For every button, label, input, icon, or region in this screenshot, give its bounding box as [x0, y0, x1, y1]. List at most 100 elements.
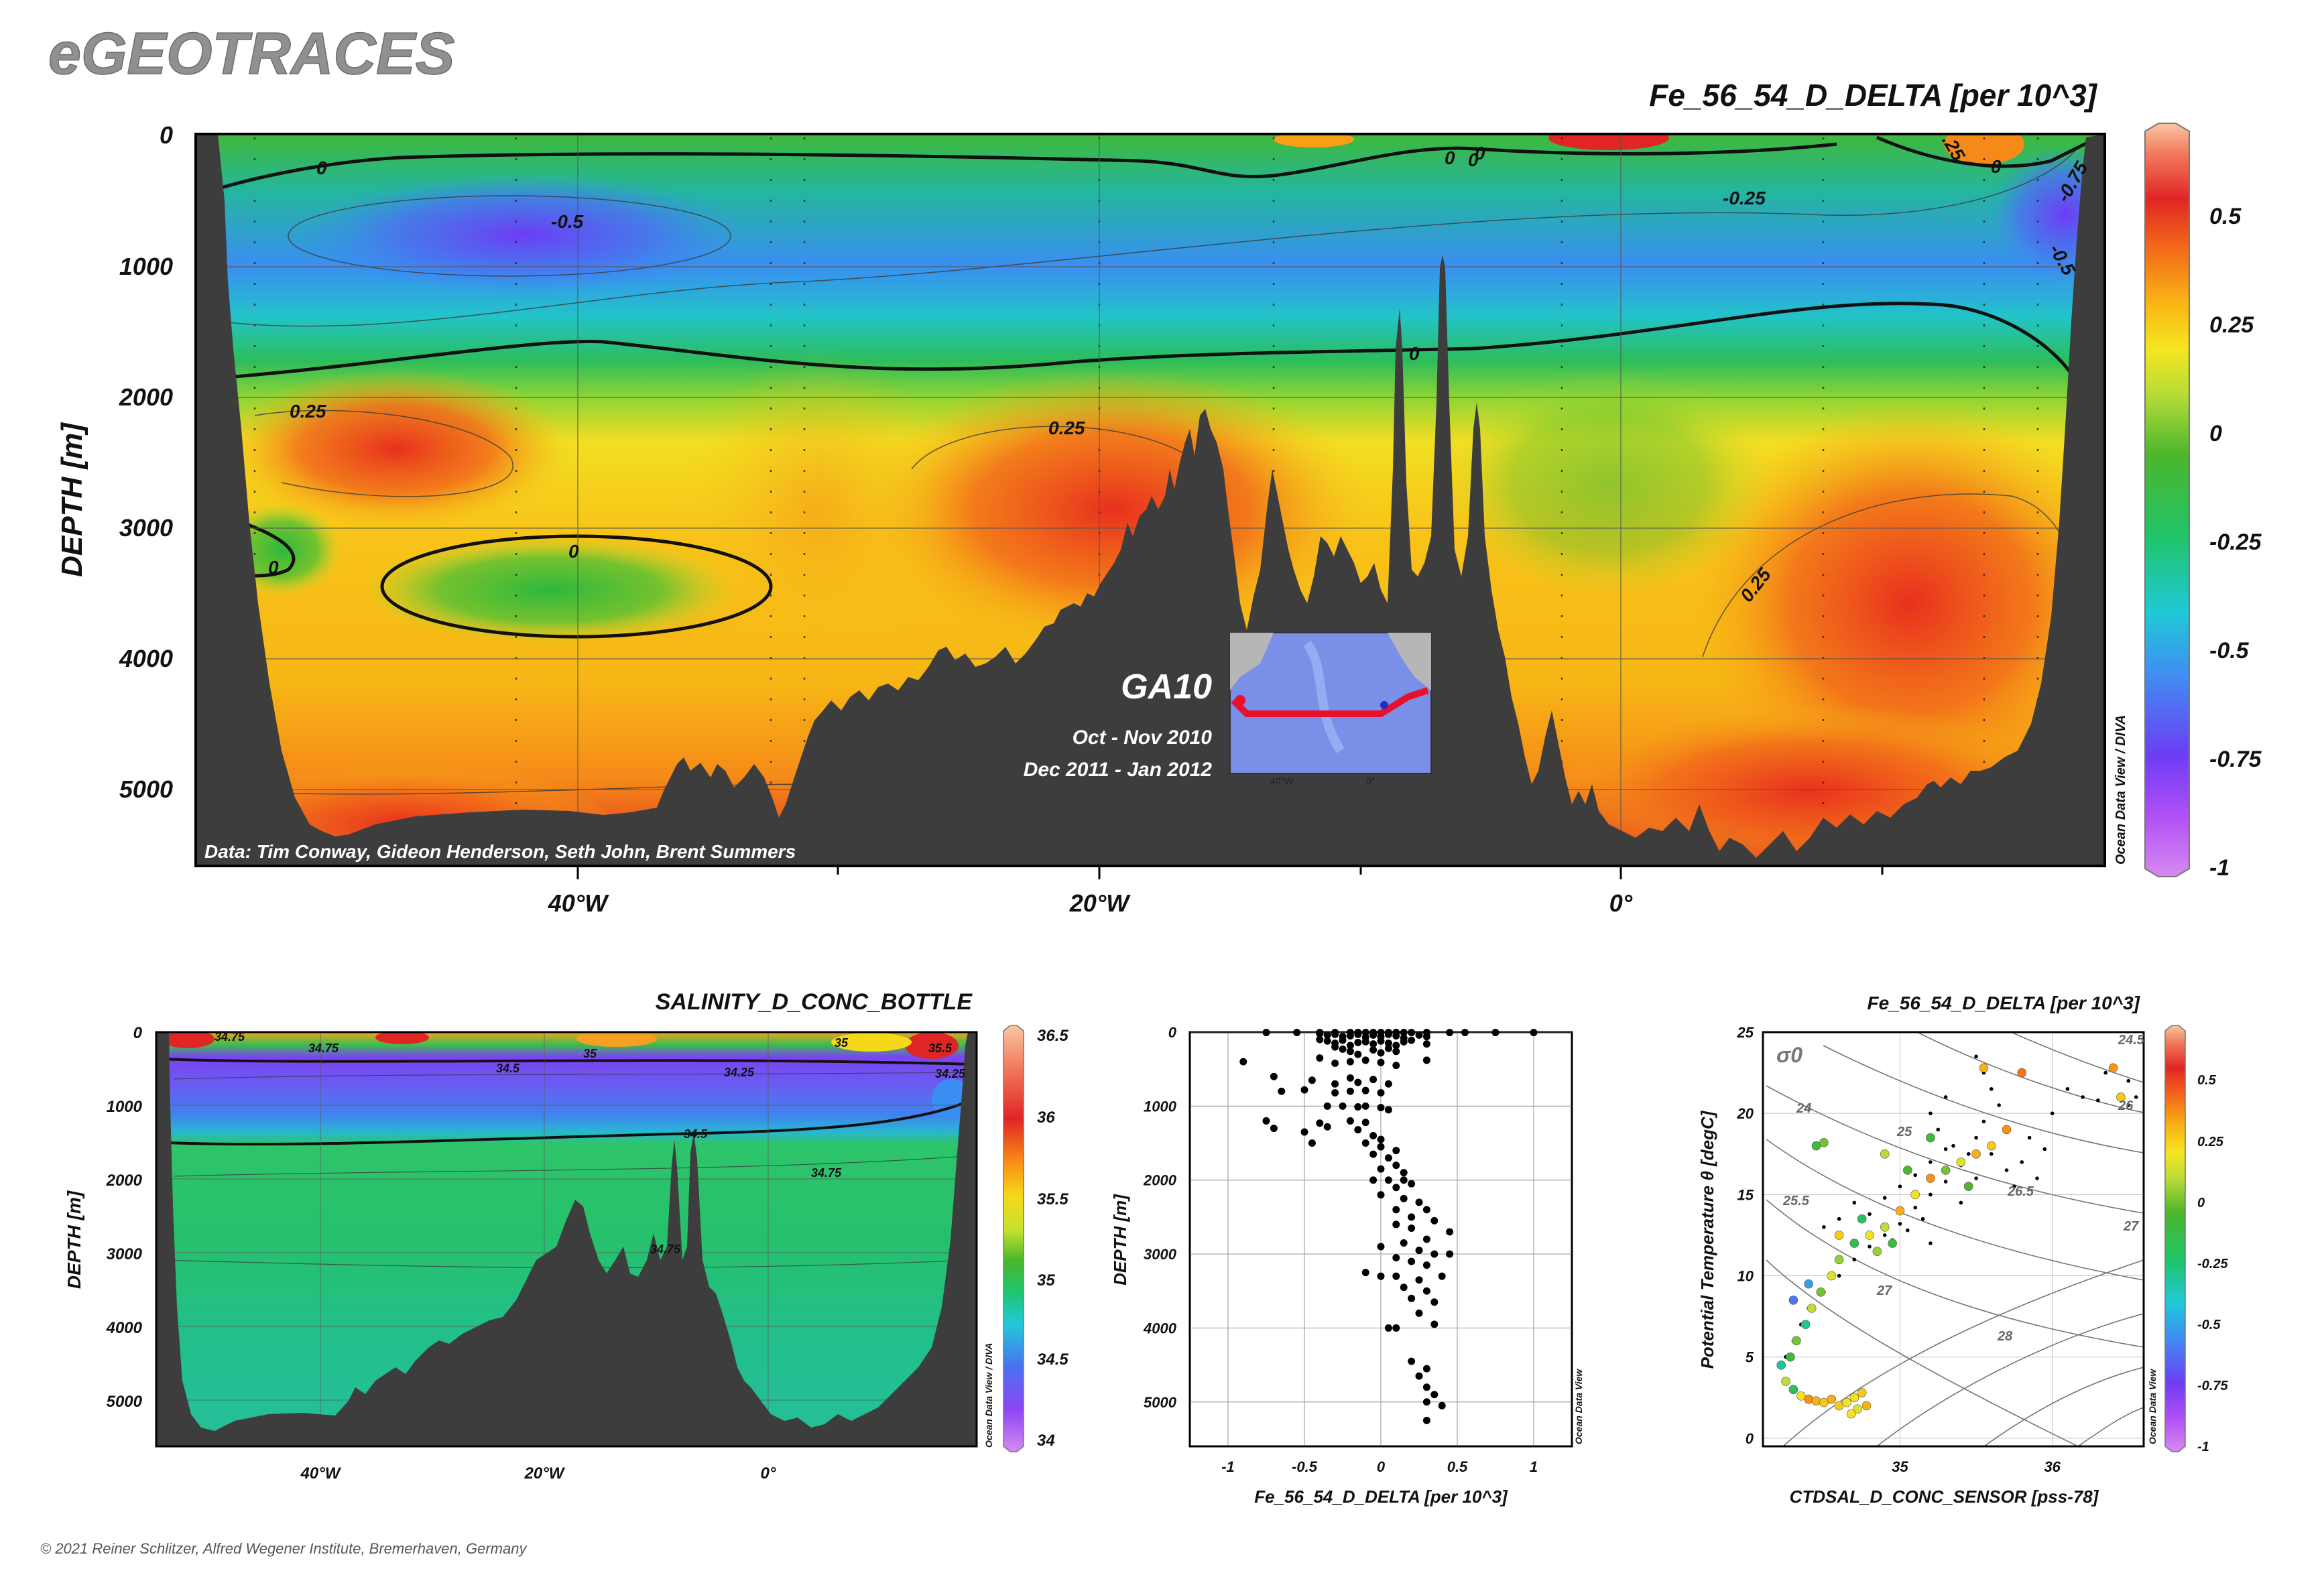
data-point — [1929, 1111, 1933, 1115]
data-point — [2103, 1070, 2107, 1075]
data-point — [1929, 1192, 1933, 1197]
data-point — [1903, 1166, 1912, 1175]
data-point — [1913, 1205, 1917, 1210]
data-point — [1422, 1056, 1430, 1064]
data-point — [1308, 1139, 1316, 1147]
data-point — [1422, 1398, 1430, 1406]
sal-contour-label: 34.5 — [684, 1127, 708, 1141]
data-point — [1339, 1102, 1347, 1110]
contour-label: 0 — [268, 557, 279, 578]
data-point — [1262, 1117, 1270, 1125]
data-point — [1392, 1220, 1400, 1229]
data-point — [1943, 1180, 1948, 1184]
contour-label: 0 — [1475, 143, 1485, 164]
x-tick: 40°W — [548, 889, 609, 917]
data-point — [1331, 1043, 1339, 1051]
x-tick: 20°W — [524, 1464, 566, 1483]
y-tick: 20 — [1737, 1105, 1754, 1122]
y-tick: 10 — [1737, 1268, 1754, 1285]
data-point — [1974, 1054, 1978, 1059]
data-point — [1400, 1169, 1408, 1177]
map-tick: 0° — [1366, 775, 1375, 786]
data-point — [1354, 1030, 1362, 1038]
data-point — [1941, 1166, 1951, 1175]
data-point — [1377, 1058, 1385, 1066]
data-point — [1384, 1324, 1392, 1332]
data-point — [1400, 1176, 1408, 1184]
data-point — [1834, 1401, 1844, 1411]
data-point — [1861, 1401, 1872, 1411]
data-point — [2134, 1095, 2138, 1099]
sal-contour-label: 34.75 — [811, 1166, 842, 1180]
data-point — [1361, 1056, 1369, 1064]
data-point — [1857, 1388, 1867, 1397]
data-point — [1369, 1031, 1378, 1039]
data-point — [1781, 1377, 1790, 1386]
data-point — [1415, 1309, 1423, 1317]
data-point — [1384, 1176, 1392, 1184]
y-tick: 4000 — [119, 645, 173, 672]
odv-label: Ocean Data View / DIVA — [983, 1343, 994, 1448]
data-point — [1392, 1032, 1400, 1040]
colorbar-tick: 0.25 — [2209, 312, 2254, 338]
data-point — [1438, 1272, 1446, 1280]
data-point — [1331, 1080, 1339, 1088]
data-point — [1446, 1228, 1454, 1236]
data-point — [1384, 1040, 1392, 1048]
data-point — [1926, 1133, 1935, 1143]
y-tick: 2000 — [106, 1172, 143, 1190]
data-point — [1430, 1391, 1439, 1399]
data-point — [1788, 1296, 1798, 1305]
profile-plot: -1 -0.5 0 0.5 1 0 1000 2000 3000 4000 5000 Fe_56_… — [1110, 1024, 1584, 1507]
sal-contour-label: 35 — [835, 1036, 849, 1050]
data-point — [1361, 1139, 1369, 1147]
data-point — [1868, 1212, 1872, 1216]
isopycnal-label: 25 — [1896, 1125, 1912, 1139]
data-point — [1804, 1279, 1813, 1289]
data-point — [1316, 1029, 1324, 1038]
contour-label: -0.5 — [551, 211, 584, 232]
data-point — [1997, 1103, 2001, 1107]
data-point — [1430, 1216, 1439, 1225]
data-point — [1369, 1132, 1378, 1139]
data-point — [1834, 1231, 1844, 1240]
data-point — [1792, 1336, 1801, 1346]
data-credit: Data: Tim Conway, Gideon Henderson, Seth… — [204, 841, 796, 862]
data-point — [1895, 1206, 1905, 1216]
isopycnal-label: 28 — [1997, 1329, 2013, 1344]
data-point — [1956, 1157, 1966, 1167]
x-tick: 0° — [1609, 889, 1633, 917]
data-point — [1400, 1194, 1408, 1202]
sigma-label: σ0 — [1776, 1043, 1802, 1067]
data-point — [1776, 1361, 1786, 1370]
data-point — [1837, 1273, 1841, 1278]
data-point — [1361, 1102, 1369, 1110]
data-point — [2096, 1098, 2100, 1103]
data-point — [1323, 1102, 1331, 1110]
cruise-date-1: Oct - Nov 2010 — [1073, 727, 1213, 749]
data-point — [1262, 1029, 1270, 1037]
data-point — [1422, 1206, 1430, 1214]
data-point — [1422, 1287, 1430, 1295]
data-point — [1392, 1324, 1400, 1332]
data-point — [1491, 1029, 1500, 1037]
y-tick: 5 — [1746, 1349, 1754, 1366]
sal-contour-label: 34.75 — [215, 1030, 245, 1044]
data-point — [1392, 1254, 1400, 1262]
colorbar-tick: -1 — [2209, 855, 2229, 881]
salinity-section-plot: SALINITY_D_CONC_BOTTLE — [64, 989, 1068, 1483]
data-point — [1446, 1029, 1454, 1037]
data-point — [1974, 1135, 1978, 1140]
data-point — [2017, 1068, 2027, 1078]
data-point — [1316, 1119, 1324, 1127]
y-tick: 1000 — [107, 1098, 143, 1116]
salinity-ylabel: DEPTH [m] — [64, 1190, 84, 1289]
data-point — [1959, 1200, 1963, 1205]
data-point — [1882, 1196, 1887, 1200]
data-point — [1408, 1213, 1416, 1221]
sal-contour-label: 34.25 — [724, 1066, 755, 1079]
data-point — [1842, 1397, 1851, 1407]
ts-plot: Fe_56_54_D_DELTA [per 10^3] — [1697, 993, 2228, 1507]
data-point — [1974, 1176, 1978, 1180]
colorbar-tick: 0.25 — [2197, 1135, 2224, 1149]
